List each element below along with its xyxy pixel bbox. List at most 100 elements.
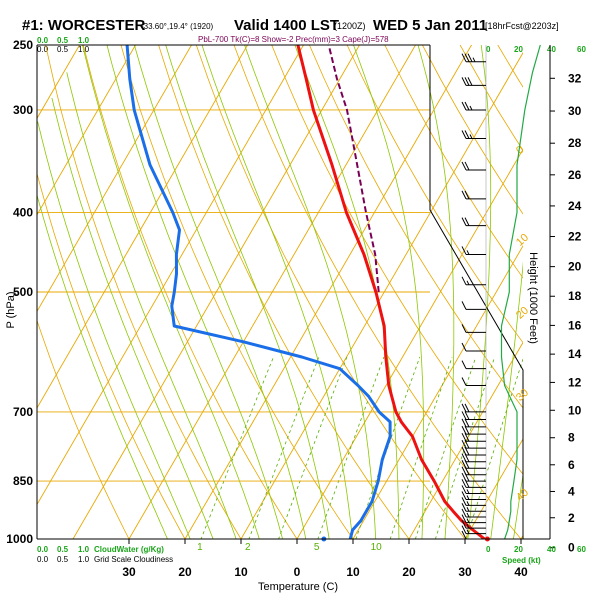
height-tick-label: 28 [568, 136, 582, 150]
temperature-tick-label: 40 [514, 565, 528, 579]
mixing-ratio-label: 1 [197, 542, 203, 553]
temperature-tick-label: 0 [294, 565, 301, 579]
wind-barb [461, 130, 486, 139]
height-tick-label: 6 [568, 458, 575, 472]
height-axis-title: Height (1000 Feet) [527, 252, 539, 344]
dry-adiabat [346, 45, 523, 344]
station-title: #1: WORCESTER [22, 17, 146, 34]
moist-adiabat [294, 45, 400, 539]
cloud-scale-bottom: 0.0 0.5 1.0 CloudWater (g/Kg) 0.0 0.5 1.… [37, 545, 173, 564]
height-tick-label: 2 [568, 511, 575, 525]
wind-barb [461, 161, 486, 171]
temperature-tick-label: 10 [346, 565, 360, 579]
isotherm-line [128, 45, 417, 539]
forecast-run: [18hrFcst@2203z] [485, 21, 559, 31]
wind-barb [461, 411, 486, 420]
wind-bottom-label-3: 60 [577, 545, 586, 554]
cloud-bottom-green-caption: CloudWater (g/Kg) [94, 545, 164, 554]
wind-top-label-2: 40 [547, 45, 556, 54]
height-tick-label: 22 [568, 230, 582, 244]
wind-barb [461, 360, 486, 370]
mixing-ratio-label: 2 [245, 542, 251, 553]
mixing-ratio-line [248, 356, 320, 539]
wind-barb [461, 301, 486, 310]
wind-barb [461, 439, 486, 449]
mixing-ratio-label: 5 [314, 542, 320, 553]
height-tick-label: 26 [568, 168, 582, 182]
isotherm-line [37, 45, 137, 216]
moist-adiabat [106, 45, 283, 539]
cloud-top-green-2: 1.0 [78, 36, 90, 45]
wind-barb [461, 246, 486, 255]
dry-adiabat [422, 45, 523, 215]
wind-barb [461, 53, 486, 63]
pressure-tick-label: 400 [13, 205, 33, 219]
cloud-bottom-black-caption: Grid Scale Cloudiness [94, 555, 173, 564]
pressure-tick-label: 500 [13, 285, 33, 299]
isotherm-line [240, 51, 523, 539]
moist-adiabat [490, 261, 523, 539]
temperature-tick-label: 30 [122, 565, 136, 579]
mixing-ratio-line [434, 356, 496, 539]
wind-barb [461, 77, 486, 86]
dry-adiabat [309, 45, 523, 409]
isotherm-label: 40 [514, 487, 531, 504]
wind-barb [461, 190, 486, 200]
cloud-top-green-0: 0.0 [37, 36, 49, 45]
dry-adiabat [158, 45, 410, 539]
height-tick-label: 16 [568, 318, 582, 332]
height-tick-label: 8 [568, 431, 575, 445]
wind-barb [461, 377, 486, 386]
dry-adiabat [120, 45, 354, 539]
wind-top-label-1: 20 [514, 45, 523, 54]
mixing-ratio-line [317, 356, 385, 539]
pressure-tick-label: 250 [13, 38, 33, 52]
dry-adiabat [45, 45, 242, 539]
moist-adiabat [353, 45, 425, 539]
height-tick-label: 10 [568, 403, 582, 417]
station-coords: -33.60°,19.4° (1920) [141, 22, 214, 31]
isotherm-line [37, 45, 249, 409]
wind-barb [461, 502, 486, 512]
moist-adiabat [51, 97, 214, 539]
pressure-tick-label: 300 [13, 103, 33, 117]
dry-adiabat [37, 172, 186, 539]
wind-barb [461, 425, 486, 435]
sounding-traces [125, 45, 490, 542]
pressure-tick-label: 1000 [6, 532, 33, 546]
cloud-top-black-1: 0.5 [57, 45, 69, 54]
isotherm-line [520, 534, 523, 539]
mixing-ratio-line [389, 356, 453, 539]
wind-top-label-0: 0 [486, 45, 491, 54]
moist-adiabat [82, 45, 260, 539]
wind-speed-caption: Speed (kt) [502, 556, 541, 565]
mixing-ratio-label: 10 [371, 542, 383, 553]
wind-profile [461, 44, 541, 540]
grid-lines [37, 45, 523, 539]
wind-bottom-label-2: 40 [547, 545, 556, 554]
trace-clip [125, 45, 486, 539]
stability-indices: PbL-700 Tk(C)=8 Show=-2 Prec(mm)=3 Cape(… [198, 35, 389, 44]
height-tick-label: 20 [568, 260, 582, 274]
wind-barb [461, 508, 486, 518]
isotherm-line [37, 45, 193, 313]
moist-adiabat [201, 45, 353, 539]
wind-barb [461, 519, 486, 529]
height-tick-label: 24 [568, 199, 582, 213]
moist-adiabat [165, 45, 330, 539]
parcel-trace [327, 45, 380, 293]
pressure-tick-label: 700 [13, 405, 33, 419]
dry-adiabat [233, 45, 522, 539]
wind-barb [461, 525, 486, 535]
cloud-bottom-black-2: 1.0 [78, 555, 90, 564]
height-tick-label: 14 [568, 347, 582, 361]
moist-adiabat [37, 193, 168, 539]
forecast-date: WED 5 Jan 2011 [373, 17, 487, 34]
wind-barb [461, 418, 486, 428]
moist-adiabat [133, 45, 307, 539]
mixing-ratio-line [414, 356, 477, 539]
height-tick-label: 30 [568, 104, 582, 118]
cloud-top-black-0: 0.0 [37, 45, 49, 54]
